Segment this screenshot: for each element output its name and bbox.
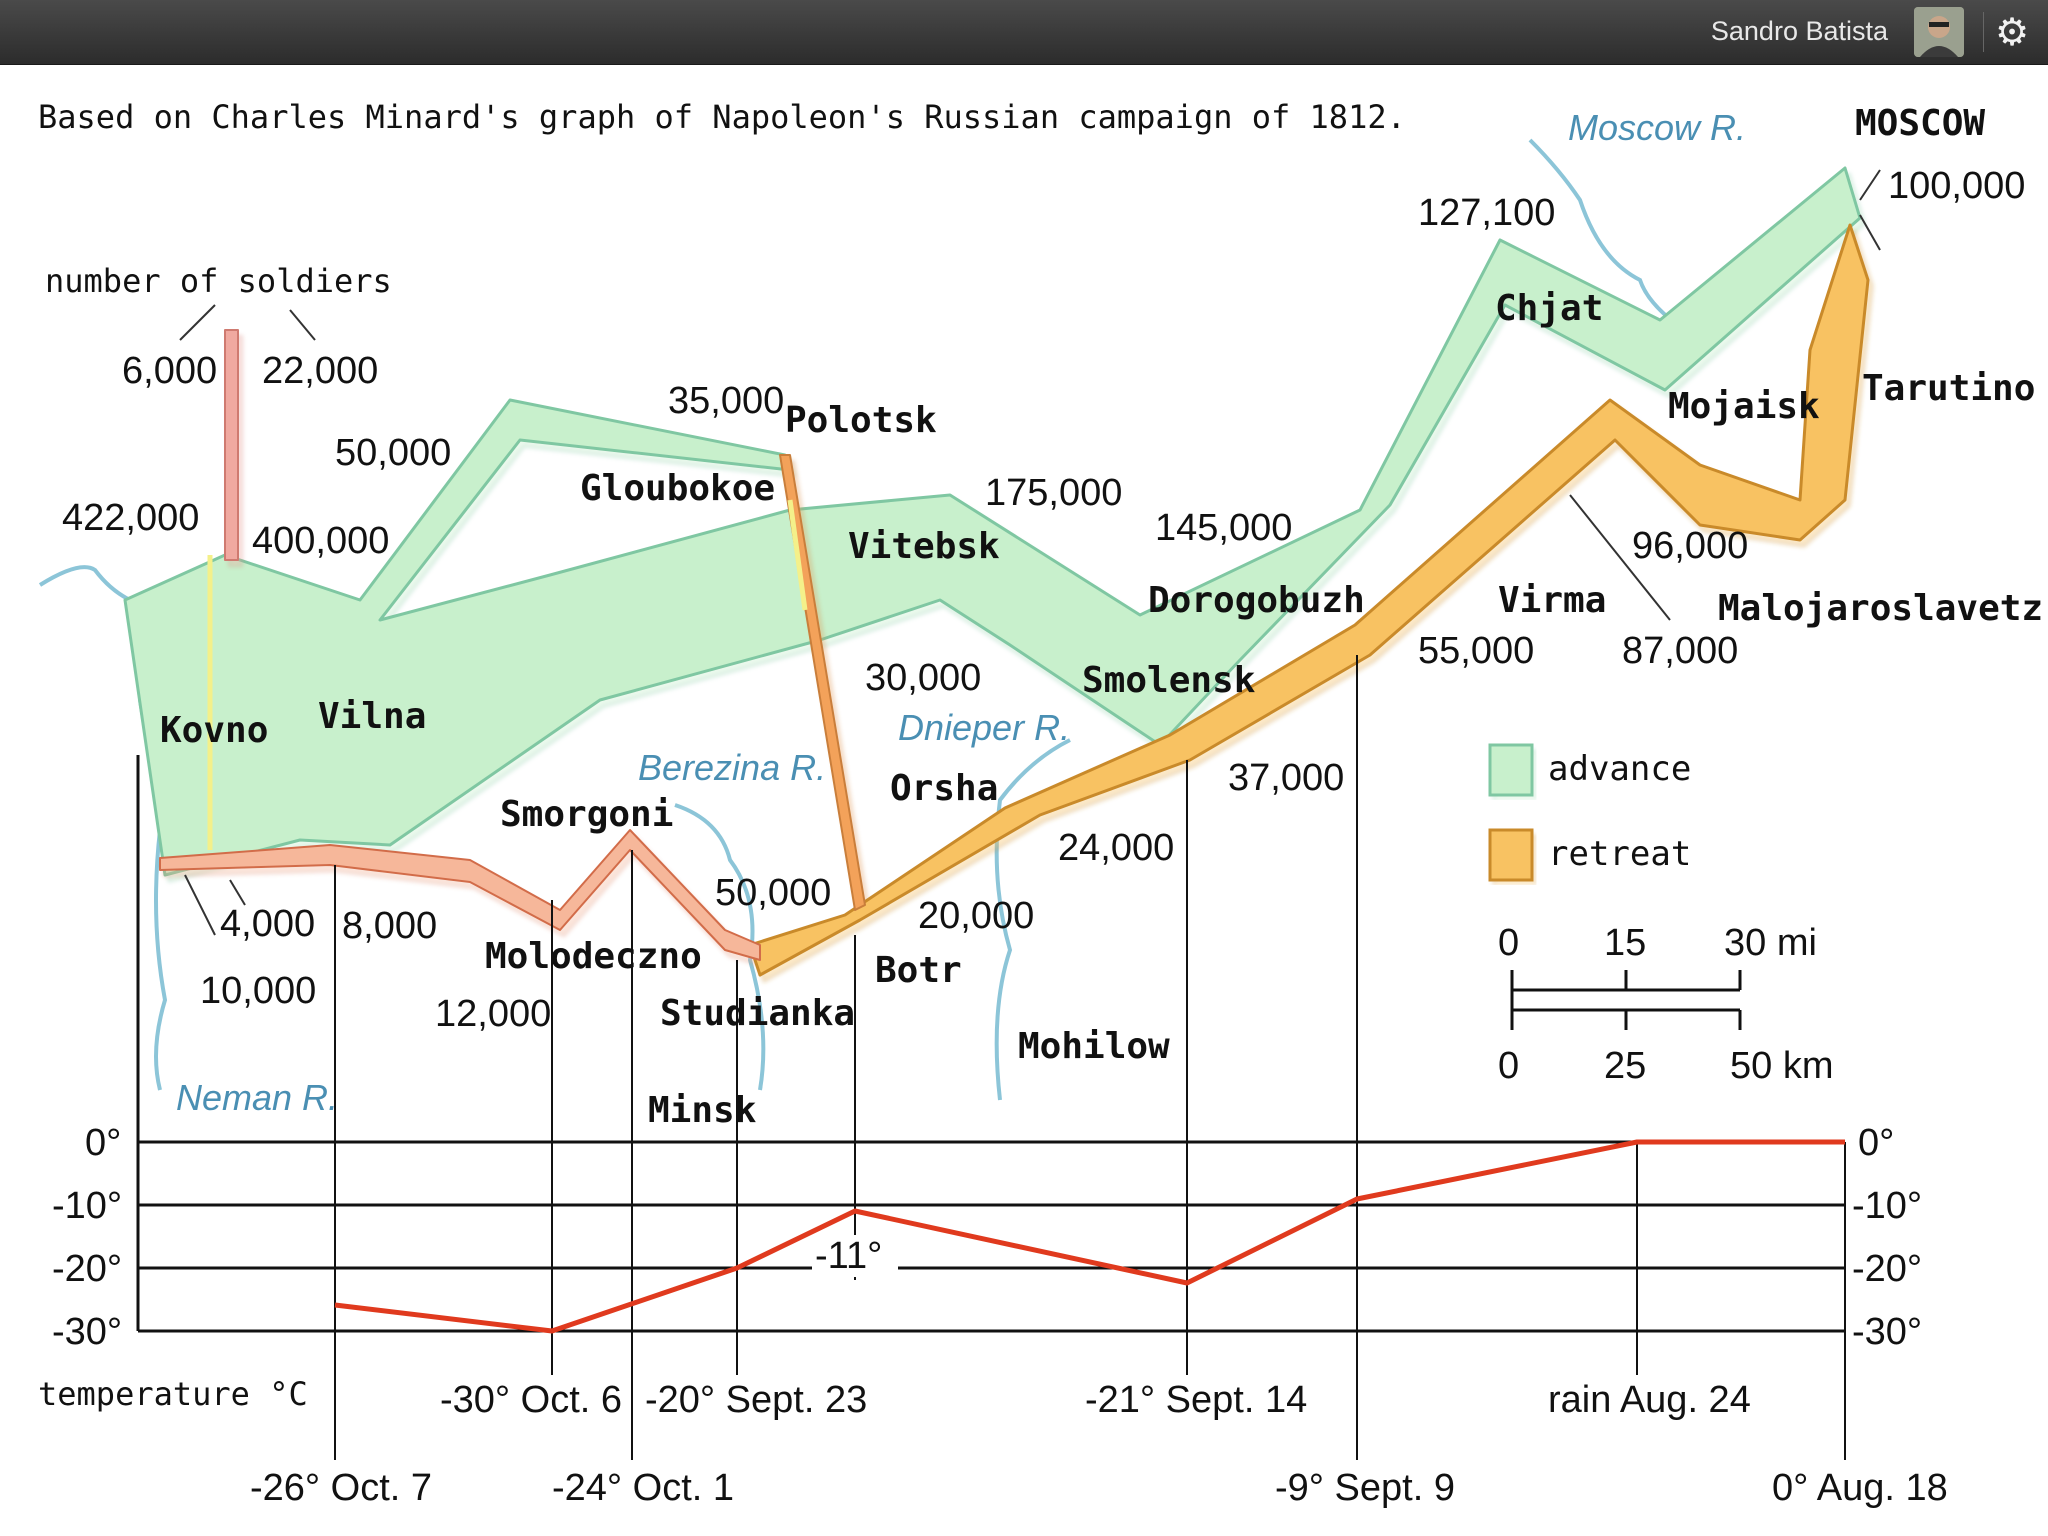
city-malojaroslavetz: Malojaroslavetz — [1718, 588, 2043, 629]
retreat-main-path — [748, 223, 1870, 977]
temp-peak-label: -11° — [815, 1235, 882, 1277]
count-55000: 55,000 — [1418, 630, 1534, 672]
date-oct-6: -30° Oct. 6 — [440, 1379, 622, 1421]
scale-mi-0: 0 — [1498, 922, 1519, 964]
river-dnieper-label: Dnieper R. — [898, 707, 1070, 748]
temp-axis-right-30: -30° — [1852, 1311, 1922, 1353]
count-145000: 145,000 — [1155, 507, 1292, 549]
topbar-divider — [1983, 12, 1984, 52]
count-400000: 400,000 — [252, 520, 389, 562]
temp-axis-left-30: -30° — [52, 1311, 122, 1353]
count-100000: 100,000 — [1888, 165, 2025, 207]
scale-km-25: 25 — [1604, 1045, 1646, 1087]
city-minsk: Minsk — [648, 1090, 757, 1131]
temperature-chart: 0° -10° -20° -30° 0° -10° -20° -30° -11°… — [38, 655, 1948, 1509]
city-moscow: MOSCOW — [1855, 103, 1985, 144]
city-labels: MOSCOW Chjat Mojaisk Tarutino Polotsk Gl… — [160, 103, 2043, 1131]
scale-bar — [1510, 970, 1742, 1030]
top-bar: Sandro Batista ⚙ — [0, 0, 2048, 65]
temp-axis-left-0: 0° — [85, 1122, 121, 1164]
count-422000: 422,000 — [62, 497, 199, 539]
city-vitebsk: Vitebsk — [848, 526, 1000, 567]
scale-km-0: 0 — [1498, 1045, 1519, 1087]
legend: advance retreat — [1488, 743, 1691, 882]
scale-labels: 0 15 30 mi 0 25 50 km — [1498, 922, 1833, 1087]
scale-km-50: 50 km — [1730, 1045, 1833, 1087]
city-chjat: Chjat — [1495, 288, 1603, 329]
count-6000: 6,000 — [122, 350, 217, 392]
count-50000-a: 50,000 — [335, 432, 451, 474]
city-mohilow: Mohilow — [1018, 1026, 1170, 1067]
drop-lines — [334, 655, 1846, 1460]
city-smolensk: Smolensk — [1082, 660, 1256, 701]
city-dorogobuzh: Dorogobuzh — [1148, 580, 1365, 621]
kovno-retreat — [224, 329, 239, 561]
soldier-counts: number of soldiers 6,000 22,000 422,000 … — [45, 165, 2025, 1035]
dnieper-river — [994, 738, 1071, 1101]
temp-axis-right-10: -10° — [1852, 1185, 1922, 1227]
count-30000: 30,000 — [865, 657, 981, 699]
city-kovno: Kovno — [160, 710, 268, 751]
date-aug-18: 0° Aug. 18 — [1772, 1467, 1948, 1509]
retreat-thin-path — [159, 829, 761, 961]
count-4000: 4,000 — [220, 903, 315, 945]
count-175000: 175,000 — [985, 472, 1122, 514]
river-berezina-label: Berezina R. — [638, 747, 826, 788]
gear-icon[interactable]: ⚙ — [1994, 10, 2030, 54]
count-35000: 35,000 — [668, 380, 784, 422]
river-labels: Moscow R. Dnieper R. Berezina R. Neman R… — [176, 107, 1746, 1118]
date-aug-24: rain Aug. 24 — [1548, 1379, 1751, 1421]
city-studianka: Studianka — [660, 993, 855, 1034]
pointer-lines — [179, 169, 1881, 936]
count-96000: 96,000 — [1632, 525, 1748, 567]
city-vilna: Vilna — [318, 696, 426, 737]
count-87000: 87,000 — [1622, 630, 1738, 672]
date-oct-7: -26° Oct. 7 — [250, 1467, 432, 1509]
count-20000: 20,000 — [918, 895, 1034, 937]
yellow-crossing-2 — [787, 499, 808, 611]
temp-axis-right-0: 0° — [1858, 1122, 1894, 1164]
city-molodeczno: Molodeczno — [485, 936, 702, 977]
legend-advance-swatch — [1488, 743, 1534, 797]
river-neman-label: Neman R. — [176, 1077, 338, 1118]
count-8000: 8,000 — [342, 905, 437, 947]
city-gloubokoe: Gloubokoe — [580, 468, 775, 509]
count-12000: 12,000 — [435, 993, 551, 1035]
city-mojaisk: Mojaisk — [1668, 386, 1820, 427]
city-polotsk: Polotsk — [785, 400, 937, 441]
temp-axis-left-10: -10° — [52, 1185, 122, 1227]
temp-axis-left-20: -20° — [52, 1248, 122, 1290]
avatar[interactable] — [1914, 7, 1964, 57]
count-10000: 10,000 — [200, 970, 316, 1012]
temp-title: temperature °C — [38, 1375, 308, 1413]
count-22000: 22,000 — [262, 350, 378, 392]
temperature-line — [334, 1139, 1845, 1334]
berezina-river — [674, 803, 766, 1091]
legend-retreat-label: retreat — [1548, 834, 1691, 874]
user-photo-icon — [1914, 7, 1964, 57]
temp-axis-right-20: -20° — [1852, 1248, 1922, 1290]
river-moscow-label: Moscow R. — [1568, 107, 1746, 148]
city-orsha: Orsha — [890, 768, 998, 809]
caption: Based on Charles Minard's graph of Napol… — [38, 98, 1406, 136]
legend-advance-label: advance — [1548, 749, 1691, 789]
scale-mi-30: 30 mi — [1724, 922, 1817, 964]
date-sept-9: -9° Sept. 9 — [1275, 1467, 1455, 1509]
date-sept-23: -20° Sept. 23 — [645, 1379, 867, 1421]
date-oct-1: -24° Oct. 1 — [552, 1467, 734, 1509]
legend-retreat-swatch — [1488, 828, 1534, 882]
city-wirma: Virma — [1498, 580, 1606, 621]
city-smorgoni: Smorgoni — [500, 794, 673, 835]
minard-diagram: Based on Charles Minard's graph of Napol… — [38, 98, 2043, 1509]
count-37000: 37,000 — [1228, 757, 1344, 799]
count-24000: 24,000 — [1058, 827, 1174, 869]
city-botr: Botr — [875, 950, 962, 991]
city-tarutino: Tarutino — [1862, 368, 2035, 409]
count-50000-b: 50,000 — [715, 872, 831, 914]
soldiers-label: number of soldiers — [45, 262, 392, 300]
user-name[interactable]: Sandro Batista — [1710, 16, 1888, 46]
scale-mi-15: 15 — [1604, 922, 1646, 964]
date-sept-14: -21° Sept. 14 — [1085, 1379, 1307, 1421]
count-127100: 127,100 — [1418, 192, 1555, 234]
